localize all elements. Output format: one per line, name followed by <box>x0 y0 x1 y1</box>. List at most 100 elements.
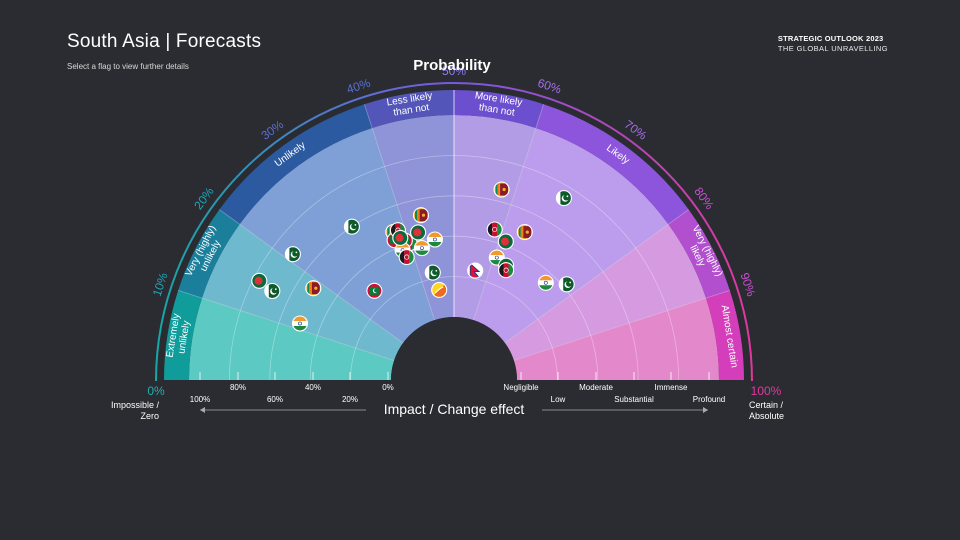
flag-star <box>569 281 572 284</box>
flag-stripe <box>492 222 498 237</box>
flag-marker-pakistan[interactable] <box>343 218 360 235</box>
flag-stripe <box>400 222 406 238</box>
band-divider <box>513 290 730 361</box>
flag-marker-maldives[interactable] <box>366 282 383 299</box>
flag-stripe <box>415 209 417 222</box>
flag-stripe <box>292 316 308 321</box>
flag-stripe <box>285 246 290 262</box>
flag-stripe <box>292 326 308 331</box>
flag-disc <box>413 228 422 237</box>
band-likely <box>535 104 689 225</box>
flag-stripe <box>395 247 411 253</box>
flag-border <box>305 280 322 297</box>
flag-marker-afghanistan[interactable] <box>398 249 415 266</box>
impact-left-tick-80%: 80% <box>230 383 246 392</box>
flag-marker-pakistan[interactable] <box>558 276 575 293</box>
flag-border <box>555 190 572 207</box>
flag-stripe <box>503 262 509 278</box>
band-very-unlikely <box>178 209 240 299</box>
flag-marker-pakistan[interactable] <box>264 282 281 300</box>
impact-arrowhead-left <box>200 407 205 413</box>
flag-chakra <box>419 246 424 251</box>
brand-title: STRATEGIC OUTLOOK 2023 <box>777 34 884 43</box>
flag-marker-pakistan[interactable] <box>555 190 572 207</box>
band-almost-certain <box>706 290 744 380</box>
flag-stripe <box>508 262 514 278</box>
band-unlikely <box>219 104 373 225</box>
flag-stripe <box>409 249 415 265</box>
flag-star <box>354 224 357 226</box>
flag-marker-india[interactable] <box>426 231 443 248</box>
flag-border <box>392 229 409 246</box>
flag-stripe <box>414 250 430 256</box>
flag-stripe <box>495 183 498 196</box>
flag-marker-pakistan[interactable] <box>284 246 301 263</box>
flag-lion <box>502 187 506 192</box>
flag-stripe <box>556 190 561 206</box>
flag-crescent-cut <box>563 194 570 201</box>
flag-body <box>556 190 572 206</box>
plot-zone-very-unlikely <box>201 224 404 361</box>
flag-stripe <box>489 255 505 261</box>
flag-border <box>413 240 430 257</box>
flag-crescent-cut <box>271 287 278 294</box>
flag-body <box>538 275 554 291</box>
flag-stripe <box>417 209 419 222</box>
flag-border <box>558 276 575 293</box>
flag-marker-pakistan[interactable] <box>424 264 441 281</box>
flag-marker-india[interactable] <box>291 315 309 332</box>
flag-marker-sri-lanka[interactable] <box>516 224 533 241</box>
flag-marker-india[interactable] <box>537 274 554 291</box>
flag-marker-sri-lanka[interactable] <box>305 280 322 297</box>
flag-stripe <box>412 235 418 251</box>
flag-body <box>392 230 408 246</box>
flag-marker-bangladesh[interactable] <box>251 272 268 289</box>
flag-chakra <box>494 255 499 260</box>
flag-stripe <box>538 275 554 281</box>
flag-pennant <box>469 263 481 279</box>
flag-stripe <box>427 232 443 237</box>
flag-marker-sri-lanka[interactable] <box>412 207 430 224</box>
flag-star <box>435 269 438 272</box>
flag-border <box>488 249 505 266</box>
flag-stripe <box>414 240 430 246</box>
flag-border <box>264 282 281 300</box>
flag-body <box>425 265 441 281</box>
flag-body <box>517 224 533 240</box>
flag-border <box>431 281 448 298</box>
flag-body <box>292 316 308 331</box>
impact-left-tick-20%: 20% <box>342 395 358 404</box>
flag-marker-bangladesh[interactable] <box>392 229 409 246</box>
flag-border <box>398 249 415 266</box>
impact-left-tick-0%: 0% <box>382 383 394 392</box>
flag-marker-nepal[interactable] <box>467 262 484 279</box>
flag-marker-india[interactable] <box>413 240 430 257</box>
axis-end-left-label: Zero <box>140 411 159 421</box>
flag-body <box>494 182 510 197</box>
flag-marker-afghanistan[interactable] <box>498 262 515 279</box>
impact-axis-label: Impact / Change effect <box>384 401 525 417</box>
flag-marker-bhutan[interactable] <box>431 281 448 298</box>
flag-marker-bangladesh[interactable] <box>497 233 514 250</box>
brand-tagline: THE GLOBAL UNRAVELLING <box>777 44 888 53</box>
flag-marker-india[interactable] <box>488 249 505 266</box>
flag-crescent-cut <box>351 223 358 230</box>
probability-tick-60%: 60% <box>536 76 563 97</box>
flag-emblem <box>404 254 410 260</box>
probability-tick-10%: 10% <box>150 271 171 298</box>
flag-crescent-cut <box>566 280 572 287</box>
flag-marker-afghanistan[interactable] <box>486 221 503 238</box>
impact-right-tick-Negligible: Negligible <box>503 383 539 392</box>
plot-zone-almost-certain <box>513 298 719 380</box>
flag-body <box>410 224 426 240</box>
flag-crescent-cut <box>432 269 439 275</box>
flag-marker-bangladesh[interactable] <box>410 224 427 241</box>
flag-marker-sri-lanka[interactable] <box>493 181 510 198</box>
flag-stripe <box>518 226 521 239</box>
flag-emblem <box>503 267 509 273</box>
flag-stripe <box>538 280 554 286</box>
axis-end-right: 100% <box>751 384 782 398</box>
probability-tick-20%: 20% <box>191 184 217 212</box>
